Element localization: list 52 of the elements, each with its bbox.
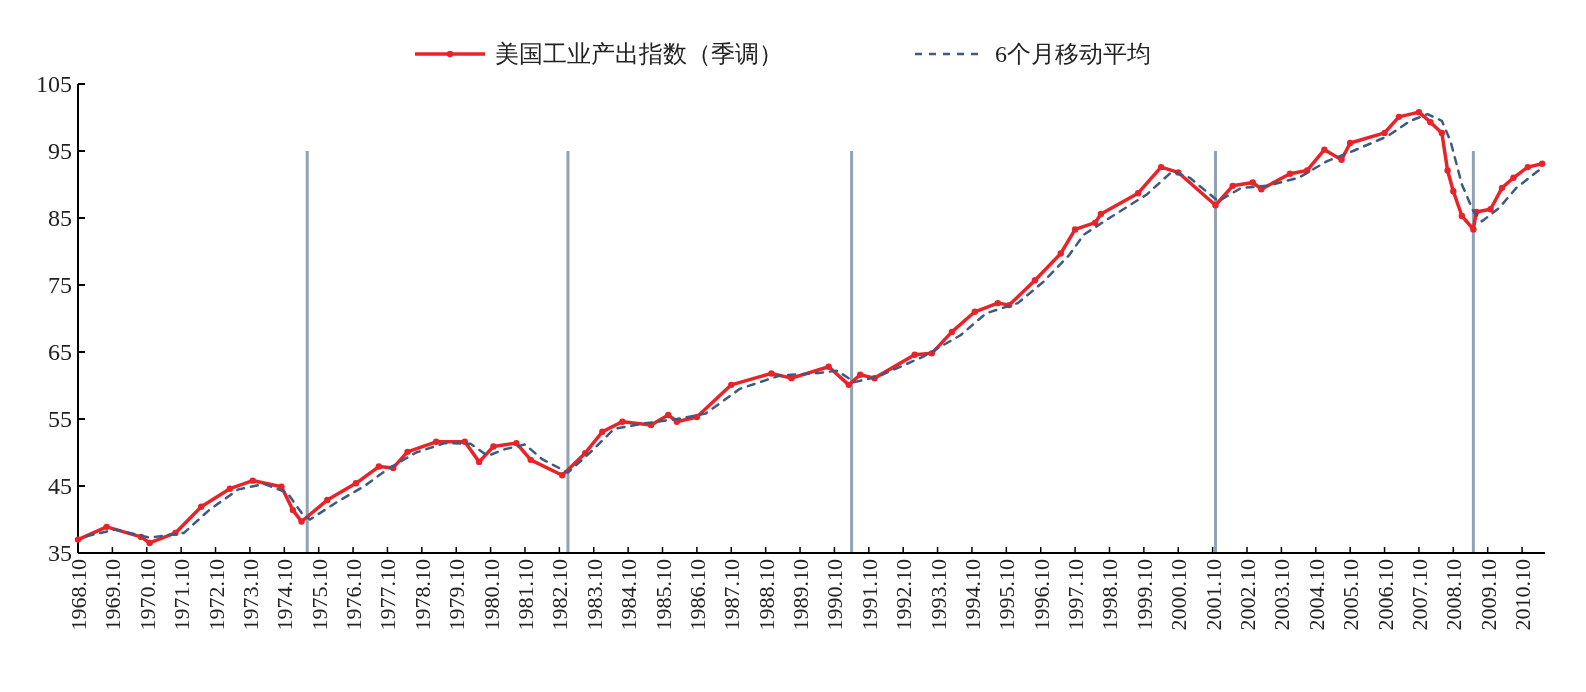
x-tick-label: 2007.10 <box>1406 559 1432 631</box>
x-tick-label: 2000.10 <box>1166 559 1192 631</box>
y-tick-label: 35 <box>48 540 72 566</box>
y-tick-label: 95 <box>48 138 72 164</box>
x-tick-label: 1987.10 <box>719 559 745 631</box>
x-tick-label: 2010.10 <box>1510 559 1536 631</box>
x-tick-label: 1986.10 <box>684 559 710 631</box>
x-tick-label: 1983.10 <box>581 559 607 631</box>
y-tick-label: 55 <box>48 406 72 432</box>
x-tick-label: 1993.10 <box>925 559 951 631</box>
y-tick-label: 65 <box>48 339 72 365</box>
y-tick-label: 85 <box>48 205 72 231</box>
x-tick-label: 1998.10 <box>1097 559 1123 631</box>
x-tick-label: 1975.10 <box>306 559 332 631</box>
x-tick-label: 1994.10 <box>959 559 985 631</box>
x-tick-label: 1985.10 <box>650 559 676 631</box>
x-tick-label: 1973.10 <box>237 559 263 631</box>
x-tick-label: 1997.10 <box>1063 559 1089 631</box>
x-tick-label: 1995.10 <box>994 559 1020 631</box>
x-tick-label: 1991.10 <box>856 559 882 631</box>
x-tick-label: 2003.10 <box>1269 559 1295 631</box>
x-tick-label: 1999.10 <box>1131 559 1157 631</box>
x-tick-label: 1989.10 <box>788 559 814 631</box>
legend-label: 美国工业产出指数（季调） <box>495 41 783 67</box>
x-tick-label: 1976.10 <box>341 559 367 631</box>
x-tick-label: 1980.10 <box>478 559 504 631</box>
x-tick-label: 1978.10 <box>409 559 435 631</box>
x-tick-label: 1979.10 <box>444 559 470 631</box>
x-tick-label: 1988.10 <box>753 559 779 631</box>
x-tick-label: 1996.10 <box>1028 559 1054 631</box>
x-tick-label: 1974.10 <box>272 559 298 631</box>
x-tick-label: 2001.10 <box>1200 559 1226 631</box>
x-tick-label: 2006.10 <box>1372 559 1398 631</box>
x-tick-label: 1972.10 <box>203 559 229 631</box>
y-tick-label: 105 <box>36 71 72 97</box>
x-tick-label: 2002.10 <box>1235 559 1261 631</box>
x-tick-label: 1977.10 <box>375 559 401 631</box>
x-tick-label: 1969.10 <box>100 559 126 631</box>
x-tick-label: 1992.10 <box>891 559 917 631</box>
x-tick-label: 1990.10 <box>822 559 848 631</box>
x-tick-label: 1971.10 <box>169 559 195 631</box>
x-tick-label: 1984.10 <box>616 559 642 631</box>
y-tick-label: 75 <box>48 272 72 298</box>
x-tick-label: 1982.10 <box>547 559 573 631</box>
x-tick-label: 2008.10 <box>1441 559 1467 631</box>
x-tick-label: 2004.10 <box>1303 559 1329 631</box>
x-tick-label: 1981.10 <box>512 559 538 631</box>
legend-label: 6个月移动平均 <box>995 41 1151 67</box>
x-tick-label: 2005.10 <box>1338 559 1364 631</box>
x-tick-label: 1970.10 <box>134 559 160 631</box>
x-tick-label: 2009.10 <box>1475 559 1501 631</box>
y-tick-label: 45 <box>48 473 72 499</box>
